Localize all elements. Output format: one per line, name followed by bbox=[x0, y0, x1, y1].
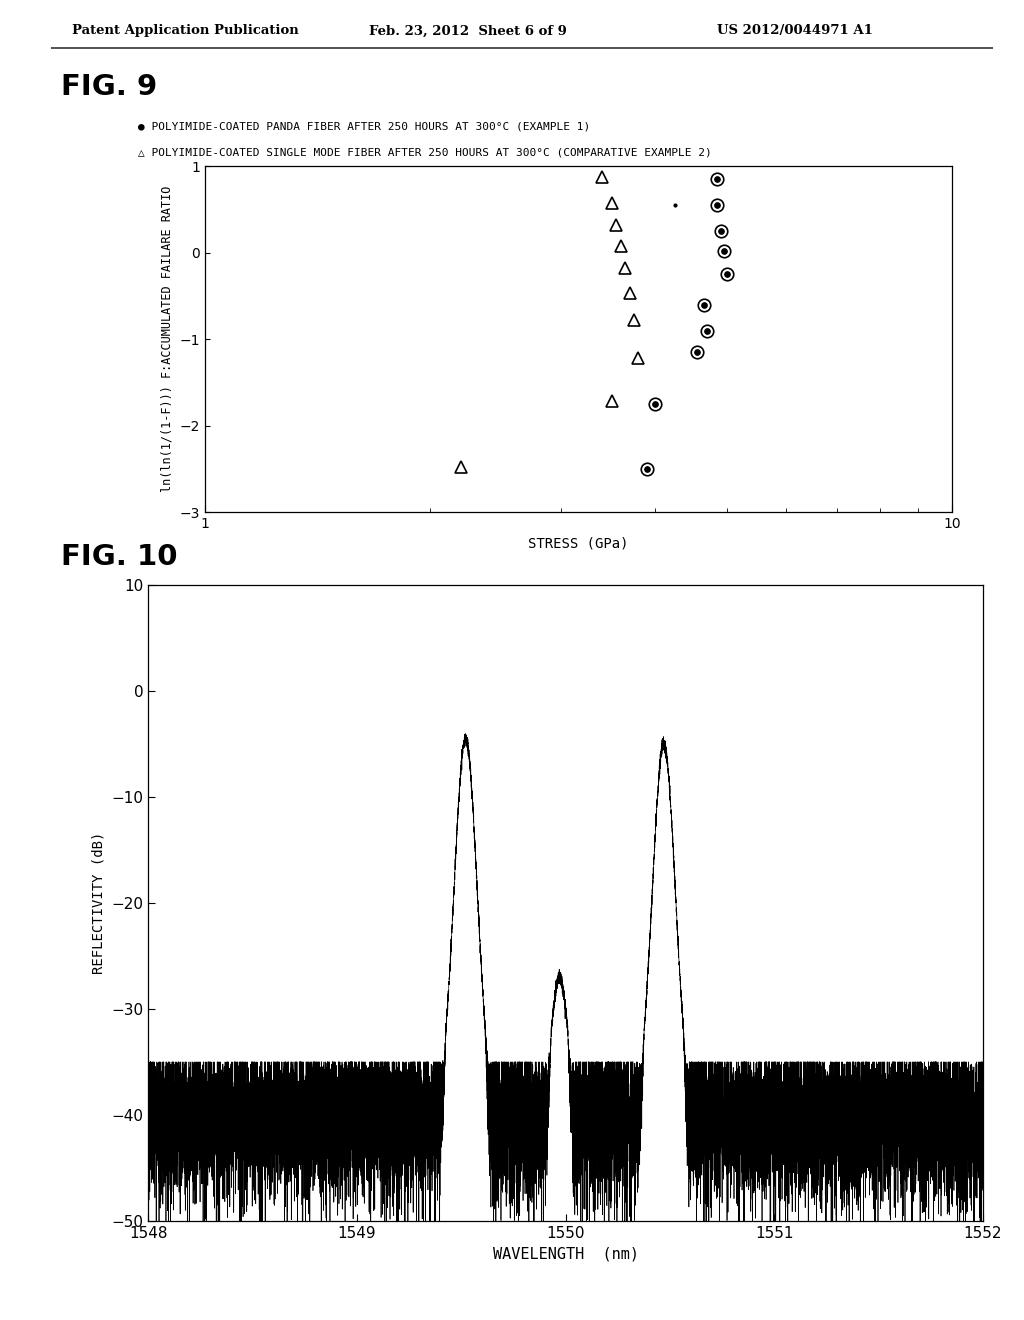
Text: Patent Application Publication: Patent Application Publication bbox=[72, 24, 298, 37]
Text: US 2012/0044971 A1: US 2012/0044971 A1 bbox=[717, 24, 872, 37]
Y-axis label: ln(ln(1/(1-F))) F:ACCUMULATED FAILARE RATIO: ln(ln(1/(1-F))) F:ACCUMULATED FAILARE RA… bbox=[161, 186, 174, 492]
Text: FIG. 10: FIG. 10 bbox=[61, 543, 178, 572]
Y-axis label: REFLECTIVITY (dB): REFLECTIVITY (dB) bbox=[92, 832, 105, 974]
X-axis label: STRESS (GPa): STRESS (GPa) bbox=[528, 536, 629, 550]
Text: Feb. 23, 2012  Sheet 6 of 9: Feb. 23, 2012 Sheet 6 of 9 bbox=[369, 24, 566, 37]
X-axis label: WAVELENGTH  (nm): WAVELENGTH (nm) bbox=[493, 1246, 639, 1262]
Text: △ POLYIMIDE-COATED SINGLE MODE FIBER AFTER 250 HOURS AT 300°C (COMPARATIVE EXAMP: △ POLYIMIDE-COATED SINGLE MODE FIBER AFT… bbox=[138, 148, 712, 158]
Text: FIG. 9: FIG. 9 bbox=[61, 73, 158, 102]
Text: ● POLYIMIDE-COATED PANDA FIBER AFTER 250 HOURS AT 300°C (EXAMPLE 1): ● POLYIMIDE-COATED PANDA FIBER AFTER 250… bbox=[138, 121, 591, 132]
